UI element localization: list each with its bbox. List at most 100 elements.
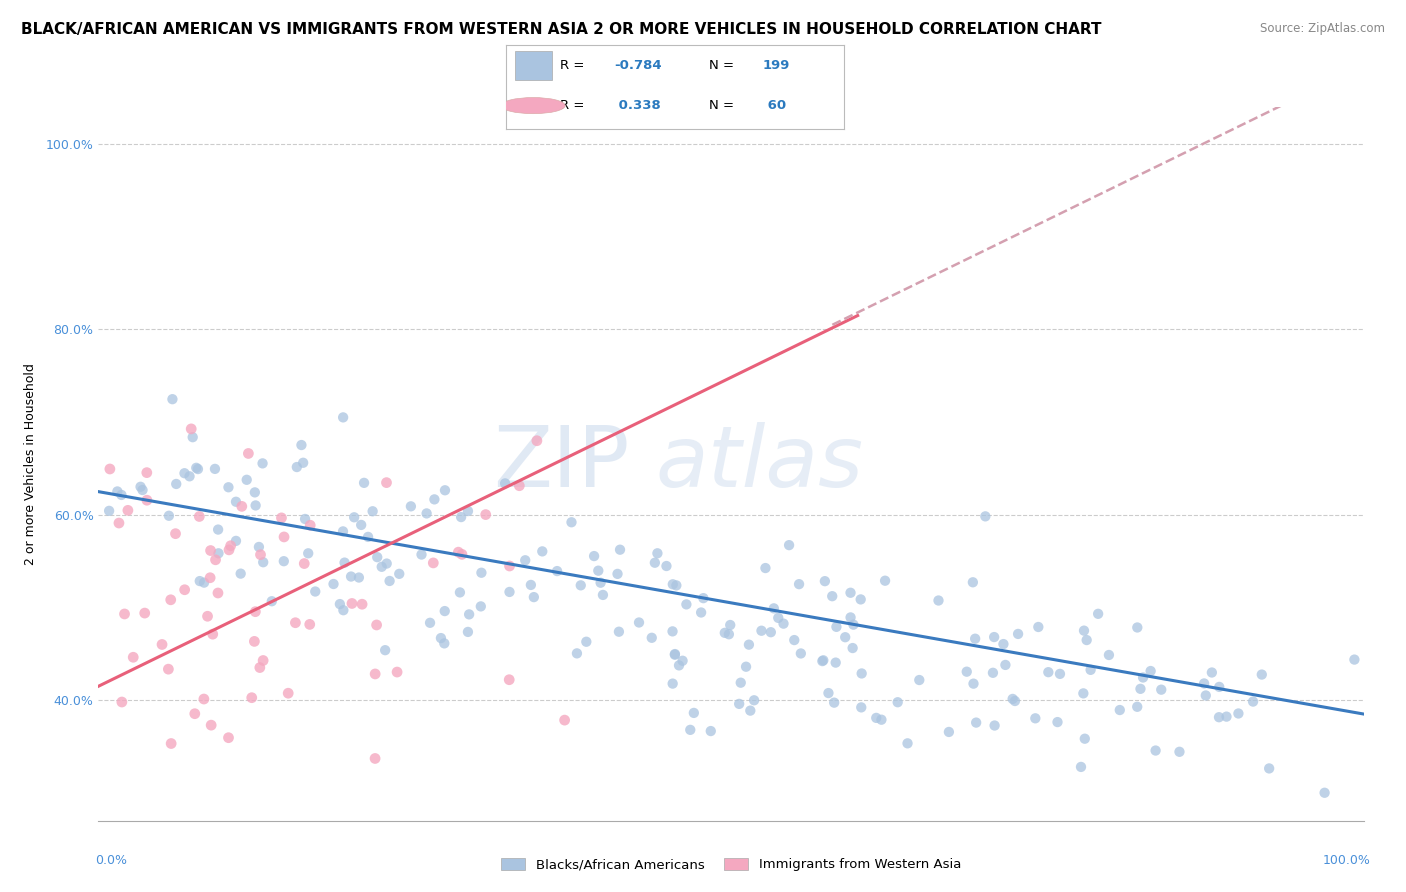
Point — [450, 510, 472, 524]
Point — [498, 673, 520, 687]
Point — [385, 665, 408, 679]
Point — [494, 476, 516, 491]
Point — [218, 542, 240, 557]
Point — [235, 473, 257, 487]
Point — [322, 577, 344, 591]
Point — [1139, 664, 1161, 678]
Point — [821, 589, 844, 603]
Point — [1007, 627, 1029, 641]
Point — [135, 493, 157, 508]
Point — [823, 696, 845, 710]
Point — [665, 578, 688, 592]
Point — [200, 718, 222, 732]
Point — [981, 665, 1004, 680]
Point — [150, 638, 173, 652]
Point — [1241, 695, 1264, 709]
Point — [108, 516, 131, 530]
Point — [260, 594, 283, 608]
Point — [508, 479, 530, 493]
Point — [134, 606, 156, 620]
Text: 0.338: 0.338 — [614, 99, 661, 112]
Point — [1076, 633, 1098, 648]
Point — [520, 578, 543, 592]
Point — [474, 508, 496, 522]
Point — [207, 523, 229, 537]
Point — [340, 597, 363, 611]
Point — [1208, 710, 1230, 724]
Point — [165, 526, 187, 541]
Point — [768, 611, 790, 625]
Point — [671, 654, 693, 668]
Point — [332, 524, 354, 539]
Text: atlas: atlas — [655, 422, 863, 506]
Point — [201, 627, 224, 641]
Point — [160, 737, 183, 751]
Point — [834, 630, 856, 644]
Text: Source: ZipAtlas.com: Source: ZipAtlas.com — [1260, 22, 1385, 36]
Point — [870, 713, 893, 727]
Point — [245, 499, 267, 513]
Point — [165, 477, 187, 491]
Point — [159, 592, 181, 607]
Point — [1070, 760, 1092, 774]
Point — [927, 593, 949, 607]
Point — [627, 615, 650, 630]
Point — [105, 484, 128, 499]
Point — [588, 564, 610, 578]
Point — [218, 731, 240, 745]
Point — [1108, 703, 1130, 717]
Point — [366, 550, 388, 565]
Point — [451, 547, 474, 561]
Point — [1192, 676, 1215, 690]
Point — [1168, 745, 1191, 759]
Point — [675, 598, 697, 612]
Point — [364, 751, 387, 765]
Point — [1073, 624, 1095, 638]
Point — [655, 559, 678, 574]
Point — [1195, 689, 1218, 703]
Point — [162, 392, 184, 407]
Point — [1073, 686, 1095, 700]
Point — [742, 693, 765, 707]
Point — [824, 656, 846, 670]
Point — [200, 543, 222, 558]
Point — [865, 711, 887, 725]
Point — [690, 606, 713, 620]
Point — [245, 605, 267, 619]
Y-axis label: 2 or more Vehicles in Household: 2 or more Vehicles in Household — [24, 363, 38, 565]
Point — [754, 561, 776, 575]
Point — [644, 556, 666, 570]
Text: 60: 60 — [762, 99, 786, 112]
Point — [498, 585, 520, 599]
Point — [569, 578, 592, 592]
Point — [1074, 731, 1097, 746]
Point — [692, 591, 714, 606]
FancyBboxPatch shape — [515, 52, 551, 80]
Point — [284, 615, 307, 630]
Text: 100.0%: 100.0% — [1323, 854, 1371, 867]
Point — [181, 430, 204, 444]
Point — [1024, 711, 1046, 725]
Point — [375, 475, 398, 490]
Point — [811, 654, 834, 668]
Point — [449, 585, 471, 599]
Point — [515, 553, 537, 567]
Point — [290, 438, 312, 452]
Point — [1098, 648, 1121, 662]
Point — [1028, 620, 1050, 634]
Point — [350, 517, 373, 532]
Point — [814, 574, 837, 589]
Point — [193, 692, 215, 706]
Point — [447, 545, 470, 559]
Point — [974, 509, 997, 524]
Point — [129, 480, 152, 494]
Point — [849, 592, 872, 607]
Point — [370, 559, 392, 574]
Point — [717, 627, 740, 641]
Point — [231, 500, 253, 514]
Point — [1126, 620, 1149, 634]
Point — [1126, 699, 1149, 714]
Point — [433, 483, 456, 498]
Point — [361, 504, 384, 518]
Point — [531, 544, 554, 558]
